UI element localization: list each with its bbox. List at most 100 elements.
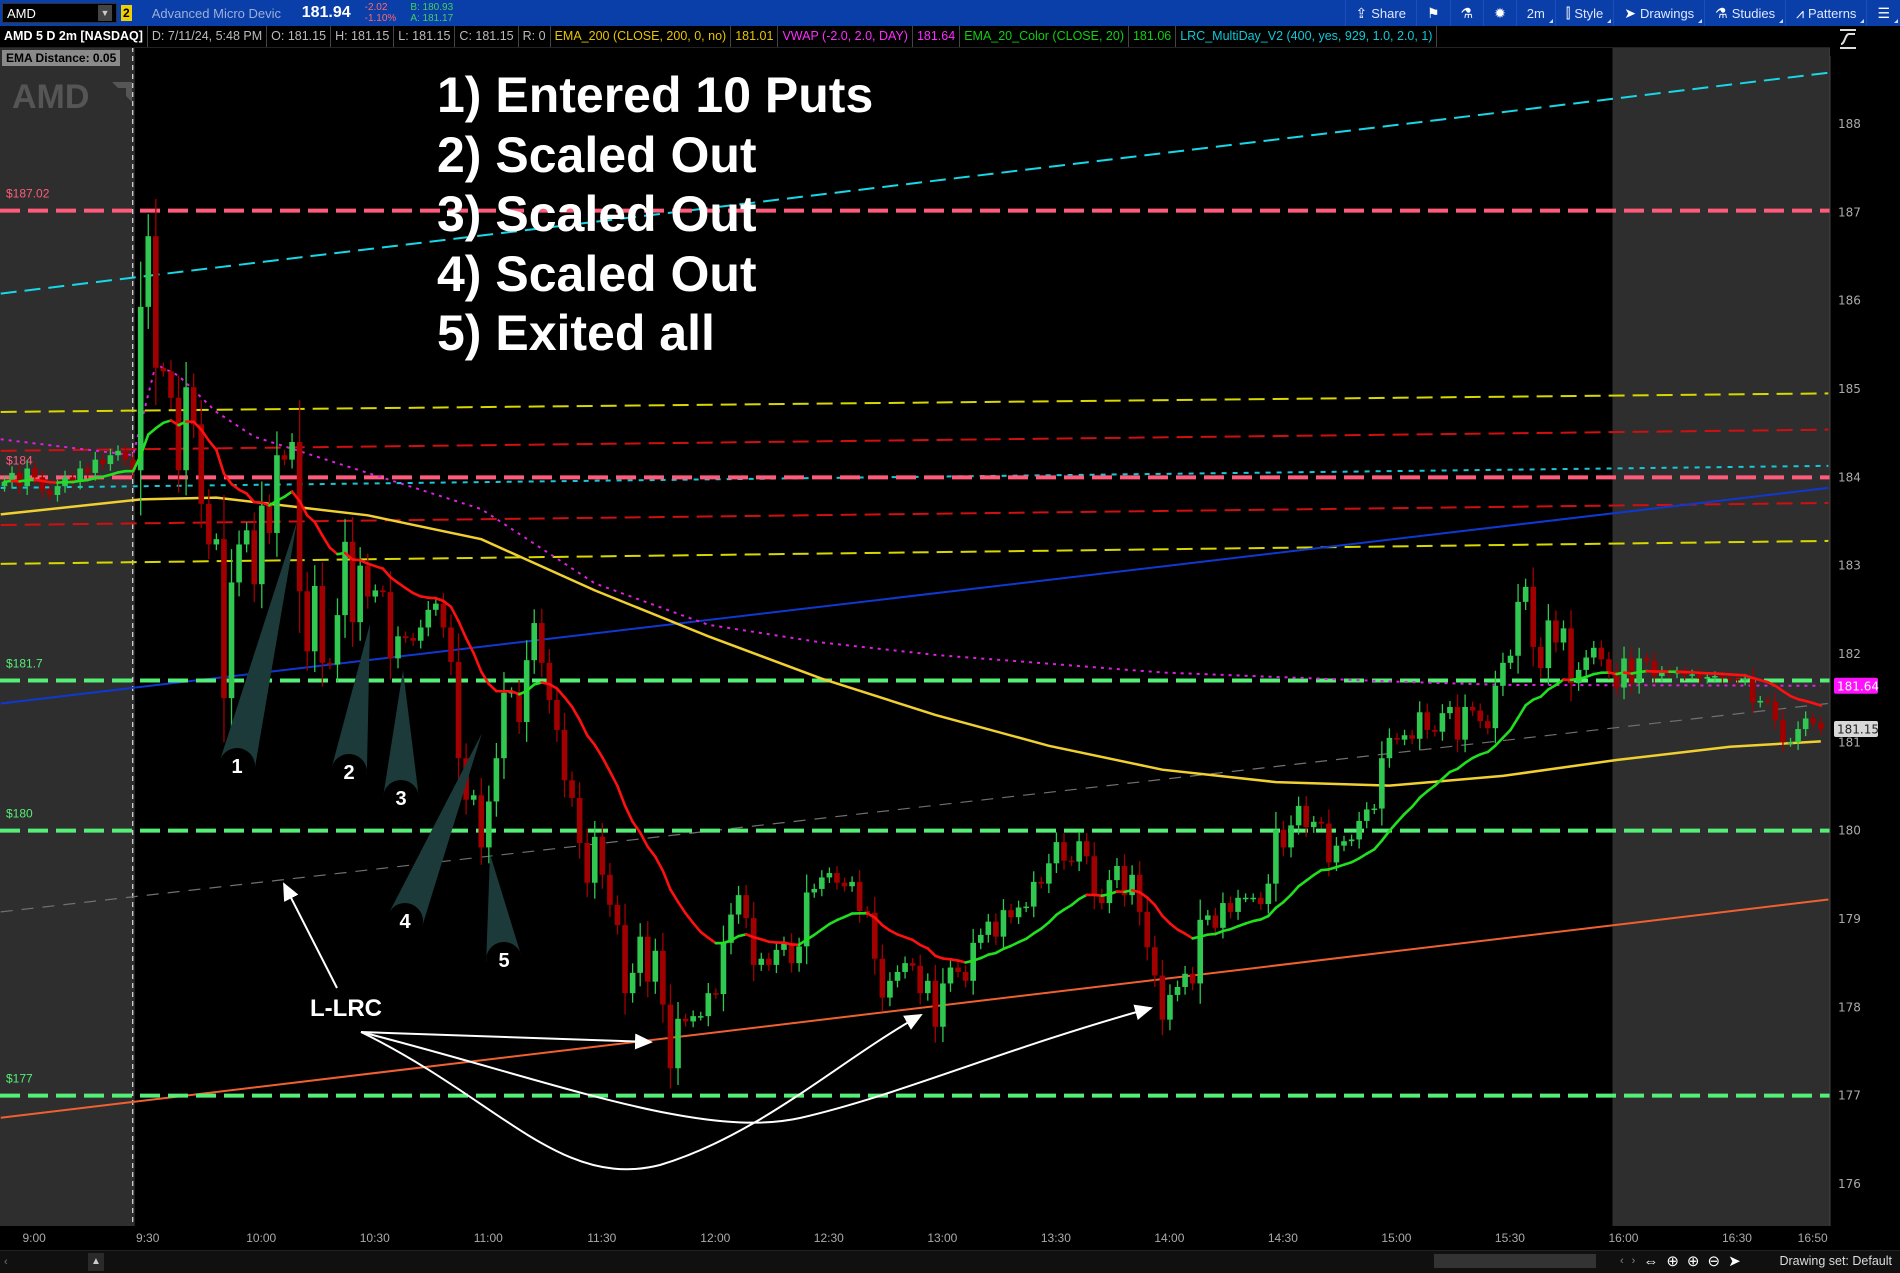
- study-ema20-value: 181.06: [1129, 26, 1176, 47]
- candle-body: [47, 491, 53, 495]
- afterhours-shading: [1612, 47, 1830, 1226]
- candle-body: [963, 972, 969, 981]
- candle-body: [1394, 738, 1400, 740]
- candle-body: [244, 530, 250, 544]
- toolbar-button-flask[interactable]: ⚗: [1450, 0, 1484, 26]
- toolbar-button-menu[interactable]: ☰: [1866, 0, 1900, 26]
- candle-body: [1538, 647, 1544, 668]
- candle-body: [251, 530, 257, 584]
- candle-body: [645, 937, 651, 982]
- candle-body: [297, 442, 303, 591]
- scroll-home-button[interactable]: ▲: [88, 1253, 104, 1271]
- last-price-bubble-label: 181.64: [1837, 679, 1879, 693]
- scroll-left-icon[interactable]: ‹: [4, 1256, 8, 1268]
- gear-icon: ✹: [1494, 5, 1506, 22]
- candle-body: [24, 468, 30, 486]
- price-level-label: $177: [6, 1072, 33, 1086]
- study-ema200[interactable]: EMA_200 (CLOSE, 200, 0, no): [551, 26, 732, 47]
- candle-body: [1364, 809, 1370, 820]
- candle-body: [1069, 861, 1075, 863]
- expand-horizontal-icon[interactable]: ⇔: [1643, 1253, 1658, 1270]
- axis-scale-toggle[interactable]: [1830, 26, 1900, 56]
- scale-curve-icon[interactable]: [1830, 26, 1900, 56]
- toolbar-button-share[interactable]: ⇪Share: [1345, 0, 1416, 26]
- candle-body: [1356, 821, 1362, 840]
- candle-body: [191, 387, 197, 424]
- toolbar-button-studies[interactable]: ⚗Studies: [1704, 0, 1785, 26]
- zoom-out-icon[interactable]: ⊖: [1708, 1252, 1721, 1270]
- candle-body: [1258, 898, 1264, 904]
- toolbar-button-label: Style: [1574, 6, 1603, 21]
- candle-body: [1576, 670, 1582, 683]
- toolbar-button-patterns[interactable]: ⩘Patterns: [1785, 0, 1866, 26]
- candle-body: [1803, 718, 1809, 729]
- zoom-in-icon[interactable]: ⊕: [1687, 1252, 1700, 1270]
- candle-body: [584, 843, 590, 883]
- candle-body: [1727, 678, 1733, 680]
- candle-body: [1016, 907, 1022, 917]
- candle-body: [1288, 825, 1294, 847]
- candle-body: [1780, 720, 1786, 742]
- time-tick-label: 11:00: [474, 1231, 503, 1245]
- candle-body: [17, 473, 23, 486]
- candle-body: [1424, 712, 1430, 730]
- candle-body: [1031, 882, 1037, 907]
- candle-body: [1409, 735, 1415, 739]
- price-tick-label: 179: [1838, 912, 1861, 926]
- candle-body: [1001, 910, 1007, 936]
- candle-body: [986, 922, 992, 935]
- candle-body: [410, 638, 416, 641]
- toolbar-button-2m[interactable]: 2m: [1516, 0, 1555, 26]
- time-tick-label: 16:00: [1608, 1231, 1638, 1245]
- candle-body: [145, 236, 151, 307]
- chevron-down-icon[interactable]: ▼: [98, 5, 112, 21]
- candle-body: [267, 506, 273, 533]
- bar-close: C: 181.15: [455, 26, 518, 47]
- submenu-corner-icon: [1549, 19, 1553, 23]
- candle-body: [168, 371, 174, 397]
- candle-body: [940, 983, 946, 1026]
- scroll-forward-icon[interactable]: ›: [1632, 1255, 1636, 1267]
- price-tick-label: 183: [1838, 559, 1861, 573]
- trade-note: 3) Scaled Out: [437, 185, 873, 245]
- study-ema20[interactable]: EMA_20_Color (CLOSE, 20): [960, 26, 1129, 47]
- study-vwap[interactable]: VWAP (-2.0, 2.0, DAY): [778, 26, 913, 47]
- cursor-icon[interactable]: ➤: [1728, 1252, 1741, 1270]
- candle-body: [289, 442, 295, 460]
- toolbar-button-label: 2m: [1527, 6, 1545, 21]
- study-lrc[interactable]: LRC_MultiDay_V2 (400, yes, 929, 1.0, 2.0…: [1176, 26, 1437, 47]
- toolbar-button-label: Patterns: [1808, 6, 1856, 21]
- candle-body: [615, 905, 621, 925]
- toolbar-button-drawings[interactable]: ➤Drawings: [1613, 0, 1704, 26]
- candle-body: [1561, 628, 1567, 642]
- candle-body: [1644, 658, 1650, 661]
- candle-body: [1432, 730, 1438, 732]
- candle-body: [1773, 702, 1779, 721]
- time-tick-label: 13:00: [927, 1231, 957, 1245]
- candle-body: [1008, 910, 1014, 917]
- candle-body: [1182, 974, 1188, 987]
- candle-body: [1470, 707, 1476, 711]
- candle-body: [1319, 822, 1325, 824]
- candle-body: [1810, 718, 1816, 722]
- symbol-selector[interactable]: AMD ▼: [2, 3, 117, 23]
- scroll-back-icon[interactable]: ‹: [1620, 1255, 1624, 1267]
- flask-icon: ⚗: [1461, 5, 1474, 22]
- toolbar-button-gear[interactable]: ✹: [1483, 0, 1516, 26]
- drawing-set-selector[interactable]: Drawing set: Default: [1779, 1254, 1892, 1268]
- candle-body: [1652, 661, 1658, 676]
- candle-body: [622, 925, 628, 993]
- link-badge[interactable]: 2: [121, 5, 132, 21]
- callout-number: 3: [395, 788, 406, 810]
- net-change: -2.02: [365, 2, 397, 13]
- toolbar-button-style[interactable]: ⫿Style: [1555, 0, 1613, 26]
- candle-body: [1477, 711, 1483, 722]
- candle-body: [1379, 758, 1385, 808]
- change-stack: -2.02 -1.10%: [365, 2, 397, 24]
- time-scrollbar-thumb[interactable]: [1434, 1254, 1596, 1268]
- toolbar-button-flag[interactable]: ⚑: [1416, 0, 1450, 26]
- crosshair-icon[interactable]: ⊕: [1666, 1252, 1679, 1270]
- candle-body: [501, 693, 507, 758]
- candle-body: [1493, 686, 1499, 728]
